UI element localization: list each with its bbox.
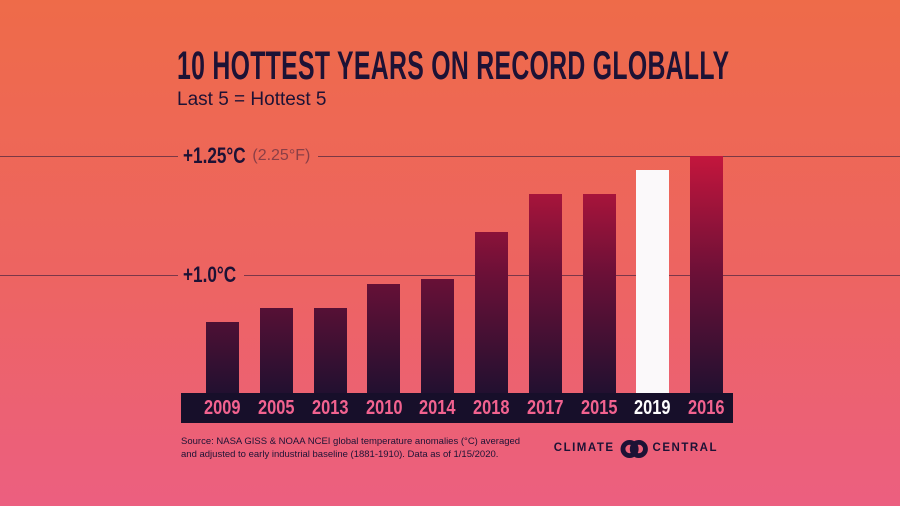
bar-2019 bbox=[636, 170, 670, 393]
year-label-2019: 2019 bbox=[634, 397, 671, 419]
page-subtitle: Last 5 = Hottest 5 bbox=[177, 89, 327, 110]
bar-2016 bbox=[690, 156, 723, 393]
gridline-1-0c: +1.0°C bbox=[0, 260, 900, 290]
bar-gradient-fill bbox=[313, 308, 347, 393]
year-label-2009: 2009 bbox=[204, 397, 241, 419]
climate-central-rings-icon bbox=[620, 439, 648, 459]
gridline-segment bbox=[244, 274, 900, 276]
source-line-1: Source: NASA GISS & NOAA NCEI global tem… bbox=[181, 436, 521, 447]
year-label-2018: 2018 bbox=[473, 397, 510, 419]
bar-gradient-fill bbox=[206, 322, 239, 393]
source-note: Source: NASA GISS & NOAA NCEI global tem… bbox=[181, 436, 520, 461]
bar-gradient-fill bbox=[367, 284, 401, 393]
bar-2005 bbox=[259, 308, 293, 393]
year-label-2013: 2013 bbox=[311, 397, 349, 419]
axis-label-1-0c: +1.0°C bbox=[178, 264, 244, 286]
gridline-segment bbox=[0, 155, 178, 157]
logo-word-central: CENTRAL bbox=[652, 442, 718, 455]
bar-gradient-fill bbox=[474, 232, 508, 393]
gridline-segment bbox=[318, 155, 900, 157]
gridline-segment bbox=[0, 274, 178, 276]
logo-word-climate: CLIMATE bbox=[553, 442, 615, 455]
climate-central-logo: CLIMATE CENTRAL bbox=[554, 438, 718, 460]
bar-2010 bbox=[367, 284, 401, 393]
year-label-band: 2009 2005 2013 2010 2014 2018 2017 2015 2019 2016 bbox=[181, 393, 733, 423]
bar-2018 bbox=[474, 232, 508, 393]
bar-2015 bbox=[582, 194, 616, 393]
bar-chart bbox=[0, 156, 900, 393]
year-label-2005: 2005 bbox=[258, 397, 295, 419]
year-label-2017: 2017 bbox=[526, 397, 564, 419]
gridline-1-25c: +1.25°C (2.25°F) bbox=[0, 141, 900, 171]
page-title: 10 HOTTEST YEARS ON RECORD GLOBALLY bbox=[177, 44, 730, 88]
bar-gradient-fill bbox=[690, 156, 723, 393]
bar-gradient-fill bbox=[582, 194, 616, 393]
axis-label-celsius: +1.25°C bbox=[183, 143, 246, 168]
bar-gradient-fill bbox=[259, 308, 293, 393]
source-line-2: and adjusted to early industrial baselin… bbox=[181, 448, 499, 460]
year-label-2015: 2015 bbox=[580, 397, 618, 419]
bar-2013 bbox=[313, 308, 347, 393]
bar-gradient-fill bbox=[528, 194, 562, 393]
bar-2014 bbox=[421, 279, 455, 393]
bar-2009 bbox=[206, 322, 239, 393]
axis-label-fahrenheit: (2.25°F) bbox=[252, 147, 311, 164]
year-label-2016: 2016 bbox=[688, 397, 725, 419]
bar-gradient-fill bbox=[421, 279, 455, 393]
axis-label-1-25c: +1.25°C (2.25°F) bbox=[178, 145, 318, 167]
bar-2017 bbox=[528, 194, 562, 393]
year-label-2010: 2010 bbox=[365, 397, 403, 419]
axis-label-celsius: +1.0°C bbox=[183, 262, 237, 287]
year-label-2014: 2014 bbox=[419, 397, 456, 419]
